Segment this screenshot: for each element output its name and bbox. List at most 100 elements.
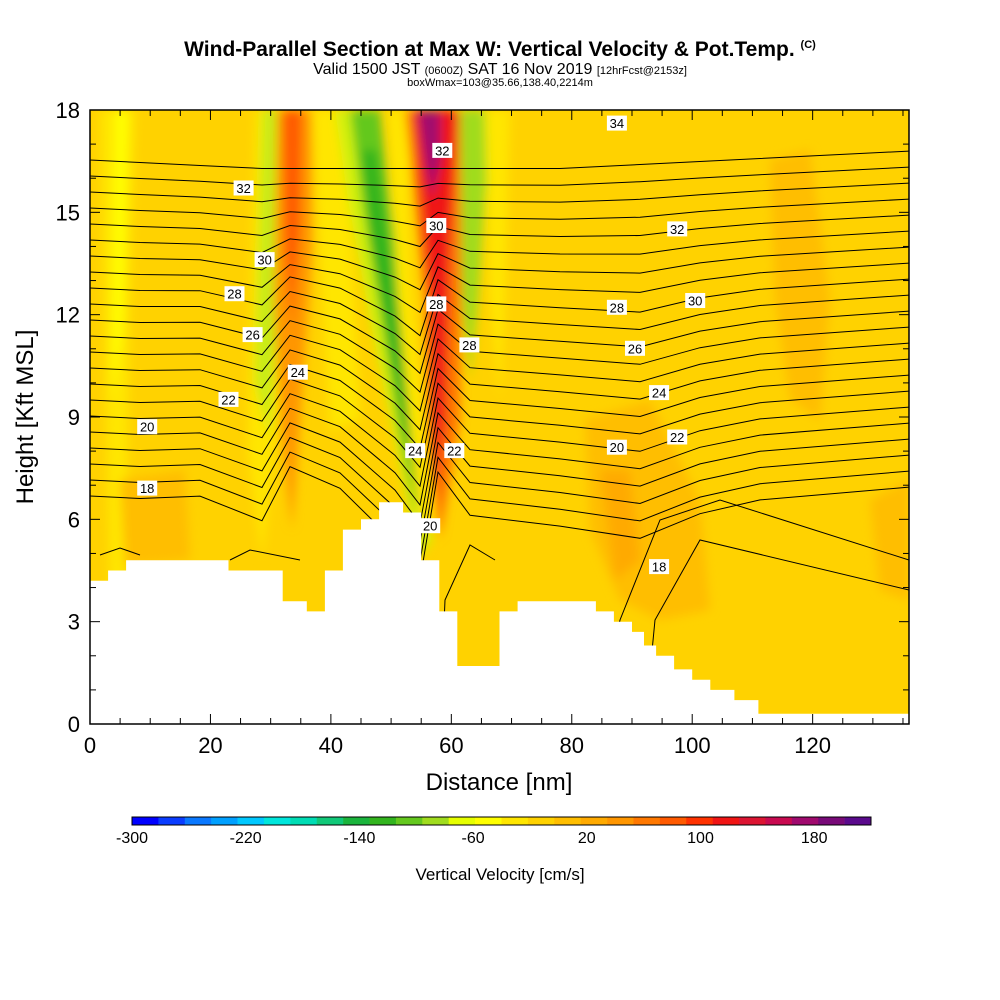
theta-label-text: 26: [245, 328, 259, 343]
theta-contour-line: [229, 549, 301, 561]
theta-label-box: [254, 252, 275, 268]
field-red-1: [283, 110, 302, 330]
colorbar-swatch: [263, 817, 291, 825]
theta-label: 18: [137, 480, 158, 496]
colorbar-swatch: [369, 817, 397, 825]
theta-label-box: [667, 429, 688, 445]
theta-label-text: 26: [628, 341, 642, 356]
chart-title: Wind-Parallel Section at Max W: Vertical…: [0, 38, 1000, 62]
theta-label: 26: [625, 340, 645, 356]
chart-subtitle: Valid 1500 JST (0600Z) SAT 16 Nov 2019 […: [0, 61, 1000, 79]
colorbar-swatch: [211, 817, 238, 825]
theta-contour-line: [90, 230, 909, 269]
colorbar-frame: [131, 816, 872, 826]
colorbar-swatch: [659, 817, 687, 825]
title-text: Wind-Parallel Section at Max W: Vertical…: [184, 38, 795, 61]
theta-contour-line: [90, 349, 909, 431]
theta-label: 28: [224, 286, 245, 302]
theta-label-box: [233, 180, 254, 196]
valid-date: SAT 16 Nov 2019: [467, 61, 593, 78]
theta-label-text: 32: [670, 222, 684, 237]
theta-label-box: [426, 218, 447, 233]
field-orange-east-core: [600, 470, 640, 580]
colorbar-swatch: [739, 817, 766, 825]
theta-label: 24: [287, 364, 308, 380]
box-wmax-info: boxWmax=103@35.66,138.40,2214m: [407, 77, 593, 89]
colorbar-tick-label: -220: [230, 830, 262, 847]
colorbar-swatch: [132, 817, 159, 825]
theta-label: 18: [649, 559, 670, 575]
theta-label: 32: [667, 221, 688, 237]
field-orange-far-east-low: [870, 480, 909, 600]
colorbar-swatch: [818, 817, 845, 825]
colorbar-swatch: [237, 817, 265, 825]
colorbar-tick-label: -140: [343, 830, 375, 847]
theta-label: 28: [606, 299, 627, 315]
colorbar-tick-label: 180: [801, 830, 828, 847]
theta-label: 20: [137, 419, 158, 435]
terrain-mask: [90, 502, 909, 724]
theta-label: 34: [606, 115, 627, 131]
theta-label: 22: [667, 429, 688, 445]
theta-contour-line: [90, 276, 909, 337]
theta-label-text: 28: [462, 338, 476, 353]
copyright-mark: (C): [800, 39, 816, 51]
colorbar-swatch: [158, 817, 186, 825]
theta-label-box: [287, 364, 308, 380]
theta-label-text: 20: [423, 519, 437, 534]
theta-label-text: 20: [610, 440, 624, 455]
theta-label: 20: [606, 439, 627, 455]
colorbar-title: Vertical Velocity [cm/s]: [415, 865, 584, 884]
theta-label-text: 22: [670, 430, 684, 445]
x-tick-label: 80: [560, 733, 584, 758]
theta-label-text: 28: [429, 297, 443, 312]
theta-contours: [90, 150, 909, 724]
theta-label: 22: [218, 391, 239, 407]
y-axis: 0 3 6 9 12 15 18: [56, 98, 909, 737]
colorbar-swatch: [633, 817, 661, 825]
field-purple: [418, 110, 440, 200]
theta-labels: 34 32 32 32 30 30 30 28 28 28 28 26 26 24 24 24 22 22 22 20…: [137, 115, 706, 575]
theta-contour-line: [90, 305, 909, 375]
theta-contour-line: [90, 166, 909, 188]
theta-label-text: 28: [227, 287, 241, 302]
y-tick-label: 15: [56, 200, 80, 225]
colorbar-tick-label: -300: [116, 830, 148, 847]
theta-contour-line: [90, 334, 909, 412]
colorbar-swatch: [765, 817, 793, 825]
theta-label-text: 32: [435, 143, 449, 158]
y-axis-title: Height [Kft MSL]: [12, 330, 39, 505]
theta-label-box: [685, 293, 706, 308]
colorbar-ticks: -300 -220 -140 -60 20 100 180: [116, 830, 828, 847]
colorbar-swatch: [501, 817, 529, 825]
colorbar-swatch: [580, 817, 608, 825]
theta-label-text: 24: [652, 386, 666, 401]
theta-label-text: 24: [408, 444, 422, 459]
theta-contour-line: [90, 320, 909, 394]
field-yellow-3: [485, 110, 510, 400]
theta-label-box: [444, 443, 465, 459]
colorbar-swatch: [554, 817, 581, 825]
theta-label-text: 30: [429, 219, 443, 234]
theta-label-text: 28: [610, 300, 624, 315]
theta-label: 28: [459, 337, 480, 353]
theta-label-box: [606, 299, 627, 315]
theta-contour-line: [90, 378, 909, 469]
y-tick-label: 0: [68, 712, 80, 737]
theta-label-text: 24: [291, 365, 305, 380]
colorbar-swatch: [686, 817, 713, 825]
field-yellow-west-core: [112, 110, 128, 400]
theta-label: 30: [426, 218, 447, 234]
theta-label-text: 30: [257, 253, 271, 268]
colorbar-tick-label: -60: [462, 830, 485, 847]
colorbar-swatch: [290, 817, 318, 825]
colorbar-swatch: [343, 817, 370, 825]
theta-label-box: [137, 480, 158, 496]
theta-contour-line: [90, 150, 909, 169]
y-tick-label: 18: [56, 98, 80, 123]
colorbar-swatch: [395, 817, 423, 825]
colorbar-swatch: [316, 817, 344, 825]
colorbar-swatch: [712, 817, 740, 825]
theta-contour-line: [90, 290, 909, 356]
x-tick-label: 60: [439, 733, 463, 758]
